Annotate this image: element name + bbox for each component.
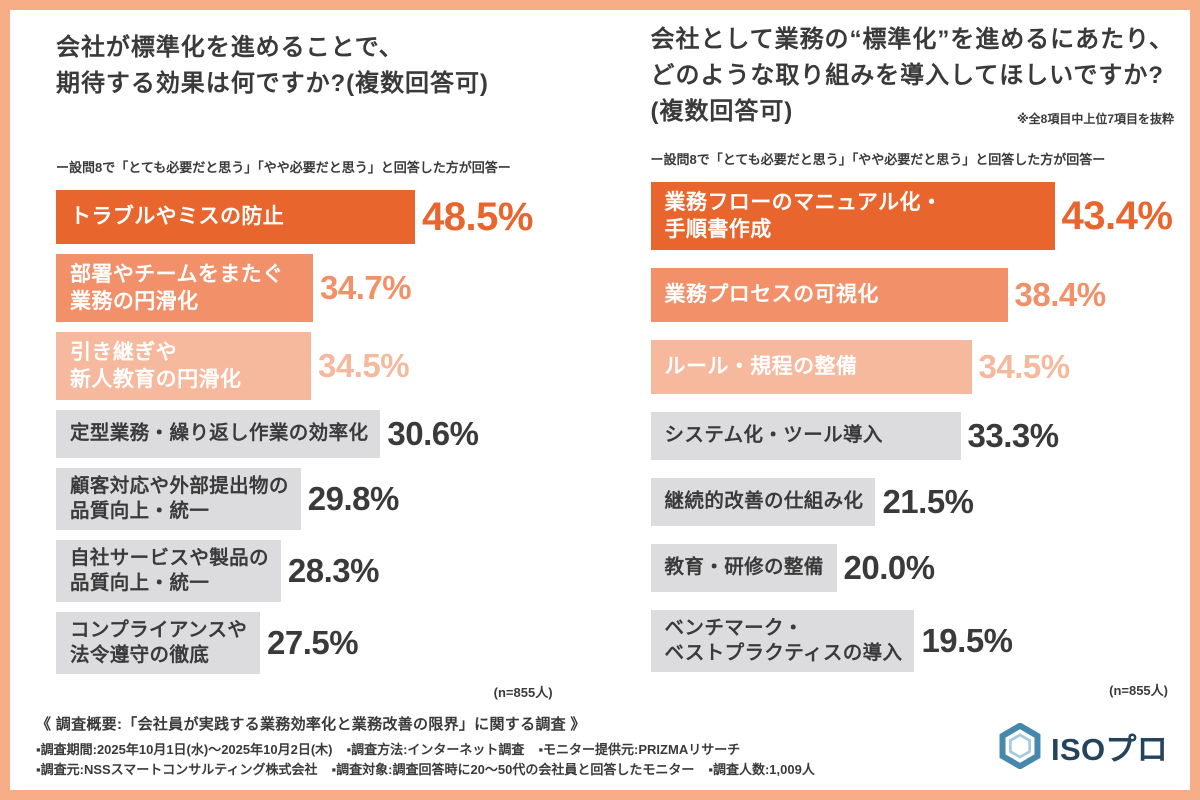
bar-value: 43.4% (1061, 193, 1173, 238)
survey-footer: 《 調査概要:「会社員が実践する業務効率化と業務改善の限界」に関する調査 》 ▪… (10, 707, 1190, 790)
bar-label: 教育・研修の整備 (664, 556, 824, 579)
survey-overview-heading: 《 調査概要:「会社員が実践する業務効率化と業務改善の限界」に関する調査 》 (36, 715, 586, 733)
bar-gray: ベンチマーク・ベストプラクティスの導入 (650, 610, 915, 672)
bar-row: 顧客対応や外部提出物の 品質向上・統一 29.8% (56, 468, 593, 530)
bar-rank2: 部署やチームをまたぐ 業務の円滑化 (56, 254, 313, 322)
left-chart-header: 会社が標準化を進めることで、期待する効果は何ですか?(複数回答可) ー設問8で「… (56, 30, 593, 180)
bar-label: 品質向上・統一 (70, 500, 210, 522)
bar-value: 20.0% (843, 549, 936, 586)
bar-row: 業務プロセスの可視化 38.4% (650, 268, 1174, 322)
title-line: 会社として業務の“標準化”を進めるにあたり、 (650, 26, 1174, 53)
survey-details-line-1: ▪調査期間:2025年10月1日(水)〜2025年10月2日(木) ▪調査方法:イ… (36, 740, 985, 760)
right-chart-section: 会社として業務の“標準化”を進めるにあたり、 どのような取り組みを導入してほしいで… (599, 22, 1190, 707)
title-line: (複数回答可) (650, 98, 794, 125)
bar-label: 引き継ぎや (70, 340, 178, 364)
bar-label: 業務の円滑化 (70, 290, 199, 313)
bar-label: 法令遵守の徹底 (70, 644, 210, 666)
bar-value: 29.8% (307, 480, 400, 517)
isopro-logo: ISOプロ (997, 723, 1168, 770)
left-chart-bars: トラブルやミスの防止 48.5% 部署やチームをまたぐ 業務の円滑化 34.7% 引き継ぎ… (56, 190, 593, 674)
footer-item: ▪調査人数:1,009人 (708, 761, 815, 777)
left-chart-title: 会社が標準化を進めることで、期待する効果は何ですか?(複数回答可) (56, 30, 593, 102)
title-line: どのような取り組みを導入してほしいですか? (650, 62, 1164, 89)
left-chart-sample-size: (n=855人) (493, 685, 553, 700)
bar-value: 34.5% (318, 347, 410, 384)
bar-label: 継続的改善の仕組み化 (664, 490, 864, 513)
bar-label: 自社サービスや製品の (70, 546, 269, 569)
bar-row: 部署やチームをまたぐ 業務の円滑化 34.7% (56, 254, 593, 322)
bar-value: 48.5% (422, 194, 533, 239)
charts-area: 会社が標準化を進めることで、期待する効果は何ですか?(複数回答可) ー設問8で「… (10, 10, 1190, 707)
bar-label: 品質向上・統一 (70, 572, 210, 594)
bar-value: 30.6% (387, 415, 479, 452)
bar-value: 19.5% (921, 622, 1013, 659)
title-line: 会社が標準化を進めることで、 (56, 34, 404, 61)
bar-rank1: 業務フローのマニュアル化・ 手順書作成 (650, 182, 1055, 250)
bar-gray: 教育・研修の整備 (650, 544, 837, 592)
bar-gray: 継続的改善の仕組み化 (650, 478, 876, 526)
bar-row: 定型業務・繰り返し作業の効率化 30.6% (56, 410, 593, 458)
bar-gray: 自社サービスや製品の 品質向上・統一 (56, 540, 281, 602)
bar-label: トラブルやミスの防止 (70, 205, 285, 229)
right-chart-sample-size: (n=855人) (1109, 683, 1168, 698)
bar-rank3: ルール・規程の整備 (650, 340, 972, 394)
bar-row: 自社サービスや製品の 品質向上・統一 28.3% (56, 540, 593, 602)
left-chart-subtitle: ー設問8で「とても必要だと思う」「やや必要だと思う」と回答した方が回答ー (56, 160, 511, 175)
footer-item: ▪モニター提供元:PRIZMAリサーチ (538, 741, 741, 757)
bar-value: 34.5% (978, 348, 1071, 385)
bar-label: 定型業務・繰り返し作業の効率化 (70, 422, 369, 445)
bar-row: ベンチマーク・ ベストプラクティスの導入 19.5% (650, 610, 1174, 672)
bar-row: トラブルやミスの防止 48.5% (56, 190, 593, 244)
footer-item: ▪調査対象:調査回答時に20〜50代の会社員と回答したモニター (331, 761, 695, 777)
bar-row: 引き継ぎや 新人教育の円滑化 34.5% (56, 332, 593, 400)
bar-label: 顧客対応や外部提出物の (70, 474, 289, 497)
right-chart-header: 会社として業務の“標準化”を進めるにあたり、 どのような取り組みを導入してほしいで… (651, 22, 1174, 172)
bar-label: 手順書作成 (664, 218, 772, 241)
bar-value: 38.4% (1014, 276, 1107, 313)
bar-label: システム化・ツール導入 (664, 424, 883, 447)
bar-label: 業務フローのマニュアル化・ (664, 190, 943, 214)
bar-label: ルール・規程の整備 (664, 355, 858, 379)
survey-details-line-2: ▪調査元:NSSスマートコンサルティング株式会社 ▪調査対象:調査回答時に20〜5… (36, 760, 985, 780)
bar-label: ベンチマーク・ (664, 616, 804, 639)
title-line: 期待する効果は何ですか?(複数回答可) (56, 70, 489, 97)
bar-rank3: 引き継ぎや新人教育の円滑化 (56, 332, 311, 400)
bar-row: コンプライアンスや 法令遵守の徹底 27.5% (56, 612, 593, 674)
bar-gray: システム化・ツール導入 (650, 412, 961, 460)
right-chart-note: ※全8項目中上位7項目を抜粋 (1016, 112, 1174, 126)
bar-gray: 顧客対応や外部提出物の 品質向上・統一 (56, 468, 301, 530)
bar-label: ベストプラクティスの導入 (664, 642, 903, 664)
bar-row: システム化・ツール導入 33.3% (650, 412, 1174, 460)
bar-value: 27.5% (267, 624, 359, 661)
right-chart-subtitle: ー設問8で「とても必要だと思う」「やや必要だと思う」と回答した方が回答ー (650, 152, 1106, 167)
right-chart-bars: 業務フローのマニュアル化・ 手順書作成 43.4% 業務プロセスの可視化 38.4% ルー… (650, 182, 1174, 672)
bar-value: 33.3% (967, 417, 1060, 454)
bar-value: 34.7% (320, 269, 412, 306)
left-chart-section: 会社が標準化を進めることで、期待する効果は何ですか?(複数回答可) ー設問8で「… (10, 22, 599, 707)
bar-label: 部署やチームをまたぐ (70, 262, 284, 286)
bar-gray: コンプライアンスや 法令遵守の徹底 (56, 612, 260, 674)
bar-value: 21.5% (882, 483, 974, 520)
survey-overview: 《 調査概要:「会社員が実践する業務効率化と業務改善の限界」に関する調査 》 ▪… (36, 713, 985, 780)
isopro-logo-text: ISOプロ (1051, 731, 1168, 767)
bar-gray: 定型業務・繰り返し作業の効率化 (56, 410, 381, 458)
bar-label: 業務プロセスの可視化 (664, 283, 879, 307)
footer-item: ▪調査期間:2025年10月1日(水)〜2025年10月2日(木) (36, 741, 333, 757)
bar-row: 業務フローのマニュアル化・ 手順書作成 43.4% (650, 182, 1174, 250)
bar-label: 新人教育の円滑化 (70, 368, 242, 391)
bar-row: 教育・研修の整備 20.0% (650, 544, 1174, 592)
bar-rank2: 業務プロセスの可視化 (650, 268, 1008, 322)
bar-row: ルール・規程の整備 34.5% (650, 340, 1174, 394)
right-chart-title: 会社として業務の“標準化”を進めるにあたり、 どのような取り組みを導入してほしいで… (651, 22, 1174, 130)
hexagon-icon (999, 723, 1041, 770)
footer-item: ▪調査方法:インターネット調査 (346, 741, 525, 757)
bar-rank1: トラブルやミスの防止 (56, 190, 415, 244)
footer-item: ▪調査元:NSSスマートコンサルティング株式会社 (36, 761, 318, 777)
bar-value: 28.3% (287, 552, 380, 589)
bar-row: 継続的改善の仕組み化 21.5% (650, 478, 1174, 526)
bar-label: コンプライアンスや (70, 618, 248, 641)
